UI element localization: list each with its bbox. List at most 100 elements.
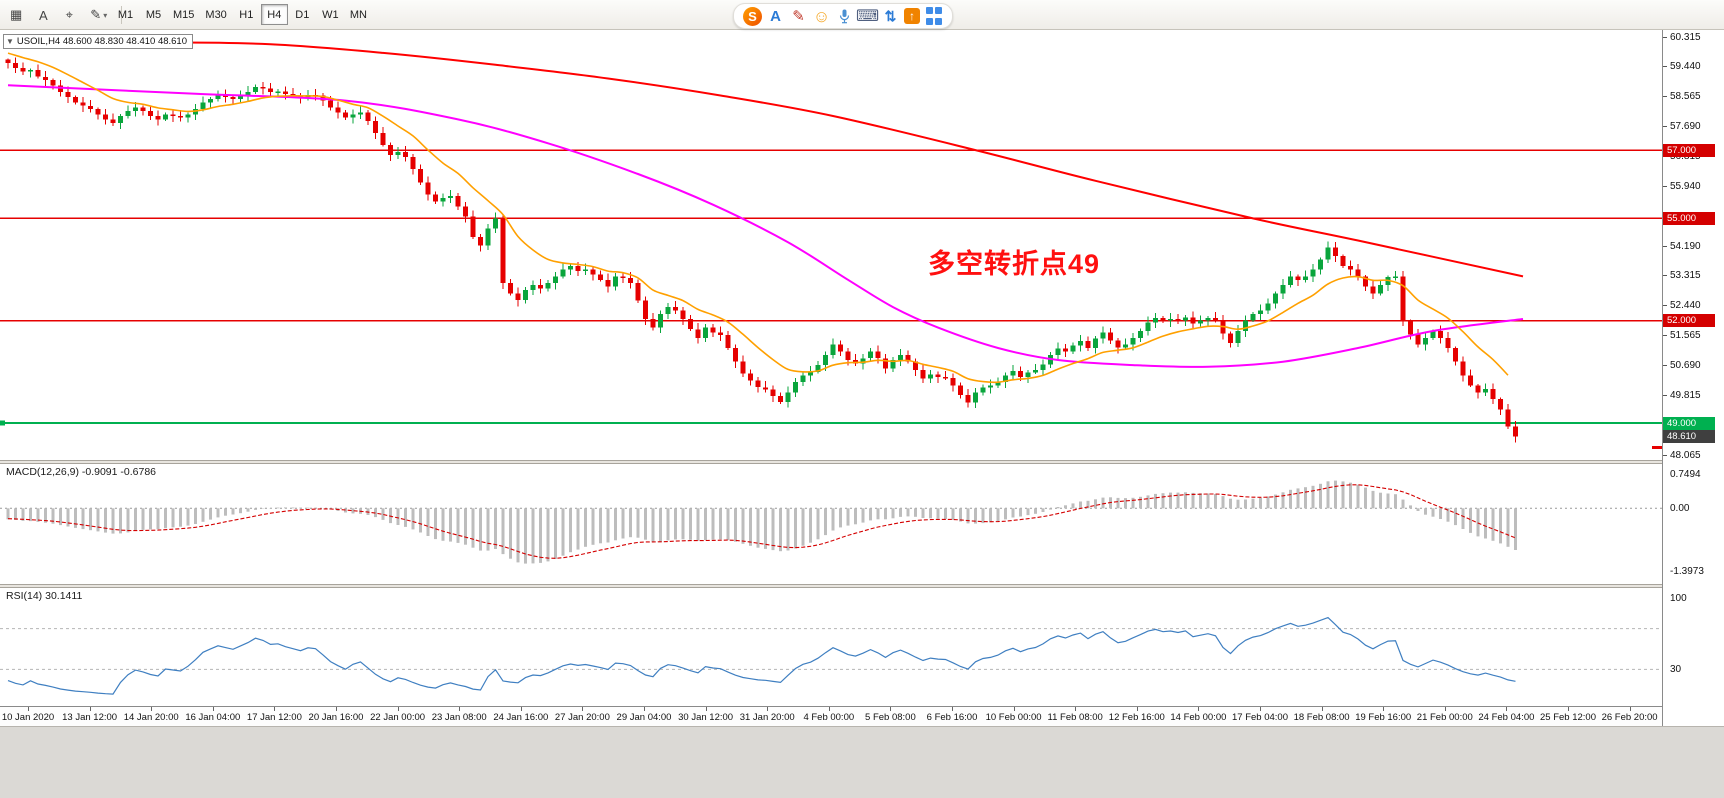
ma-mid-magenta — [7, 84, 1524, 368]
timeframe-button-m15[interactable]: M15 — [168, 4, 199, 25]
chevron-down-icon: ▾ — [103, 10, 108, 20]
time-tick-label: 5 Feb 08:00 — [865, 712, 916, 723]
tick-mark — [274, 707, 276, 711]
time-tick-label: 14 Jan 20:00 — [123, 712, 179, 723]
price-tick-label: 59.440 — [1670, 61, 1701, 73]
rsi-scale-label: 30 — [1670, 663, 1682, 675]
toolbar-divider — [121, 6, 123, 24]
timeframe-button-m5[interactable]: M5 — [140, 4, 167, 25]
draw-tools-icon[interactable]: ✎ ▾ — [83, 4, 114, 26]
tick-mark — [890, 707, 892, 711]
time-tick-label: 11 Feb 08:00 — [1047, 712, 1103, 723]
tick-mark — [1198, 707, 1200, 711]
chart-grid-icon[interactable]: ▦ — [3, 4, 29, 26]
time-tick-label: 24 Jan 16:00 — [493, 712, 549, 723]
tick-mark — [644, 707, 645, 711]
emoji-icon[interactable]: ☺ — [812, 6, 831, 26]
time-tick-label: 26 Feb 20:00 — [1601, 712, 1658, 723]
macd-scale-label: -1.3973 — [1670, 565, 1704, 577]
current-price-label: 48.610 — [1663, 429, 1715, 443]
time-axis[interactable]: 10 Jan 2020 13 Jan 12:00 14 Jan 20:00 16 Ja… — [0, 706, 1662, 726]
tick-mark — [1663, 454, 1667, 456]
tick-mark — [1663, 96, 1667, 98]
price-marker-tick — [1652, 446, 1662, 449]
time-tick-label: 21 Feb 00:00 — [1416, 712, 1473, 723]
ma-long-red — [7, 41, 1524, 278]
tick-mark — [1444, 707, 1446, 711]
time-tick-label: 24 Feb 04:00 — [1478, 712, 1535, 723]
tick-mark — [89, 707, 91, 711]
tick-mark — [1663, 36, 1667, 38]
toolbox-icon[interactable] — [924, 7, 943, 26]
sogou-logo-icon[interactable]: S — [743, 6, 762, 26]
tick-mark — [1663, 394, 1667, 396]
tick-mark — [1663, 305, 1667, 307]
macd-canvas[interactable] — [0, 464, 1662, 584]
sync-arrows-icon[interactable]: ⇅ — [884, 7, 897, 24]
macd-histogram — [6, 480, 1517, 564]
tick-mark — [1663, 275, 1667, 277]
tick-mark — [705, 707, 707, 711]
status-strip — [0, 726, 1724, 798]
brush-icon[interactable]: ✎ — [792, 7, 805, 25]
tick-mark — [1260, 707, 1261, 711]
tick-mark — [1663, 245, 1667, 247]
top-toolbar: ▦ A ⌖ ✎ ▾ M1 M5 M15 M30 H1 H4 D1 W1 MN S A ✎ ☺ ⌨ ⇅ ↑ — [0, 0, 1724, 30]
rsi-name: RSI(14) — [6, 590, 43, 602]
tick-mark — [1506, 707, 1508, 711]
time-tick-label: 17 Jan 12:00 — [246, 712, 302, 723]
price-tick-label: 53.315 — [1670, 270, 1701, 282]
microphone-icon[interactable] — [835, 7, 854, 26]
candlestick-layer — [5, 57, 1518, 443]
time-tick-label: 17 Feb 04:00 — [1232, 712, 1288, 723]
timeframe-button-m1[interactable]: M1 — [112, 4, 139, 25]
symbol-name: USOIL,H4 — [16, 36, 61, 47]
tick-mark — [212, 707, 214, 711]
tick-mark — [336, 707, 337, 711]
rsi-value: 30.1411 — [45, 590, 83, 602]
price-axis[interactable]: 60.31559.44058.56557.69056.81555.94055.0… — [1662, 30, 1724, 726]
panel-separator[interactable] — [0, 584, 1724, 588]
time-tick-label: 18 Feb 08:00 — [1293, 712, 1350, 723]
time-tick-label: 20 Jan 16:00 — [308, 712, 364, 723]
input-mode-icon[interactable]: A — [770, 7, 781, 25]
tick-mark — [151, 707, 153, 711]
time-tick-label: 22 Jan 00:00 — [370, 712, 426, 723]
tick-mark — [1568, 707, 1569, 711]
tick-mark — [520, 707, 522, 711]
time-tick-label: 4 Feb 00:00 — [803, 712, 855, 723]
timeframe-toolbar: M1 M5 M15 M30 H1 H4 D1 W1 MN — [112, 4, 372, 25]
time-tick-label: 25 Feb 12:00 — [1540, 712, 1596, 723]
text-tool-icon[interactable]: A — [31, 4, 55, 26]
macd-name: MACD(12,26,9) — [6, 466, 79, 478]
timeframe-button-d1[interactable]: D1 — [289, 4, 316, 25]
crosshair-icon[interactable]: ⌖ — [57, 4, 81, 26]
tick-mark — [1663, 335, 1667, 337]
time-tick-label: 10 Feb 00:00 — [985, 712, 1042, 723]
oneclick-arrow-icon[interactable]: ▼ — [6, 37, 14, 46]
time-tick-label: 16 Jan 04:00 — [185, 712, 241, 723]
timeframe-button-h4[interactable]: H4 — [260, 4, 288, 25]
skin-upload-icon[interactable]: ↑ — [904, 8, 920, 24]
keyboard-icon[interactable]: ⌨ — [855, 7, 880, 25]
price-tick-label: 55.940 — [1670, 180, 1701, 192]
time-tick-label: 12 Feb 16:00 — [1108, 712, 1165, 723]
main-chart-canvas[interactable] — [0, 30, 1662, 460]
macd-scale-label: 0.00 — [1670, 502, 1690, 514]
tick-mark — [582, 707, 584, 711]
panel-separator[interactable] — [0, 460, 1724, 464]
time-tick-label: 23 Jan 08:00 — [431, 712, 487, 723]
tick-mark — [397, 707, 399, 711]
tick-mark — [459, 707, 461, 711]
rsi-canvas[interactable] — [0, 588, 1662, 706]
timeframe-button-mn[interactable]: MN — [345, 4, 372, 25]
timeframe-button-m30[interactable]: M30 — [200, 4, 231, 25]
rsi-scale-label: 100 — [1670, 592, 1687, 604]
price-tick-label: 57.690 — [1670, 121, 1701, 133]
timeframe-button-h1[interactable]: H1 — [233, 4, 260, 25]
line-handle[interactable] — [0, 420, 5, 426]
time-tick-label: 13 Jan 12:00 — [62, 712, 118, 723]
timeframe-button-w1[interactable]: W1 — [317, 4, 344, 25]
chart-annotation: 多空转折点49 — [928, 249, 1101, 279]
